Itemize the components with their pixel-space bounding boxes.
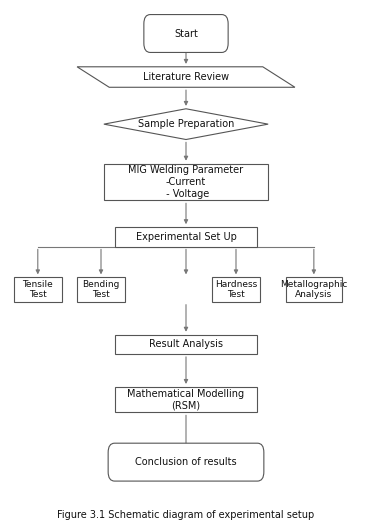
- Bar: [286, 277, 341, 302]
- Bar: [115, 227, 257, 246]
- Text: Hardness
Test: Hardness Test: [215, 280, 257, 299]
- Text: Tensile
Test: Tensile Test: [22, 280, 53, 299]
- Bar: [212, 277, 260, 302]
- Text: Start: Start: [174, 29, 198, 39]
- Text: Metallographic
Analysis: Metallographic Analysis: [280, 280, 347, 299]
- Text: Mathematical Modelling
(RSM): Mathematical Modelling (RSM): [128, 389, 244, 411]
- Text: Conclusion of results: Conclusion of results: [135, 457, 237, 467]
- FancyBboxPatch shape: [144, 15, 228, 52]
- Polygon shape: [77, 67, 295, 87]
- Text: Experimental Set Up: Experimental Set Up: [135, 232, 237, 242]
- Bar: [115, 335, 257, 354]
- Text: Sample Preparation: Sample Preparation: [138, 119, 234, 129]
- Bar: [14, 277, 62, 302]
- Bar: [115, 387, 257, 413]
- Bar: [104, 164, 268, 200]
- Text: MIG Welding Parameter
-Current
 - Voltage: MIG Welding Parameter -Current - Voltage: [128, 165, 244, 199]
- Text: Bending
Test: Bending Test: [82, 280, 120, 299]
- Text: Result Analysis: Result Analysis: [149, 339, 223, 349]
- FancyBboxPatch shape: [108, 443, 264, 481]
- Bar: [77, 277, 125, 302]
- Polygon shape: [104, 109, 268, 140]
- Text: Literature Review: Literature Review: [143, 72, 229, 82]
- Text: Figure 3.1 Schematic diagram of experimental setup: Figure 3.1 Schematic diagram of experime…: [57, 510, 315, 520]
